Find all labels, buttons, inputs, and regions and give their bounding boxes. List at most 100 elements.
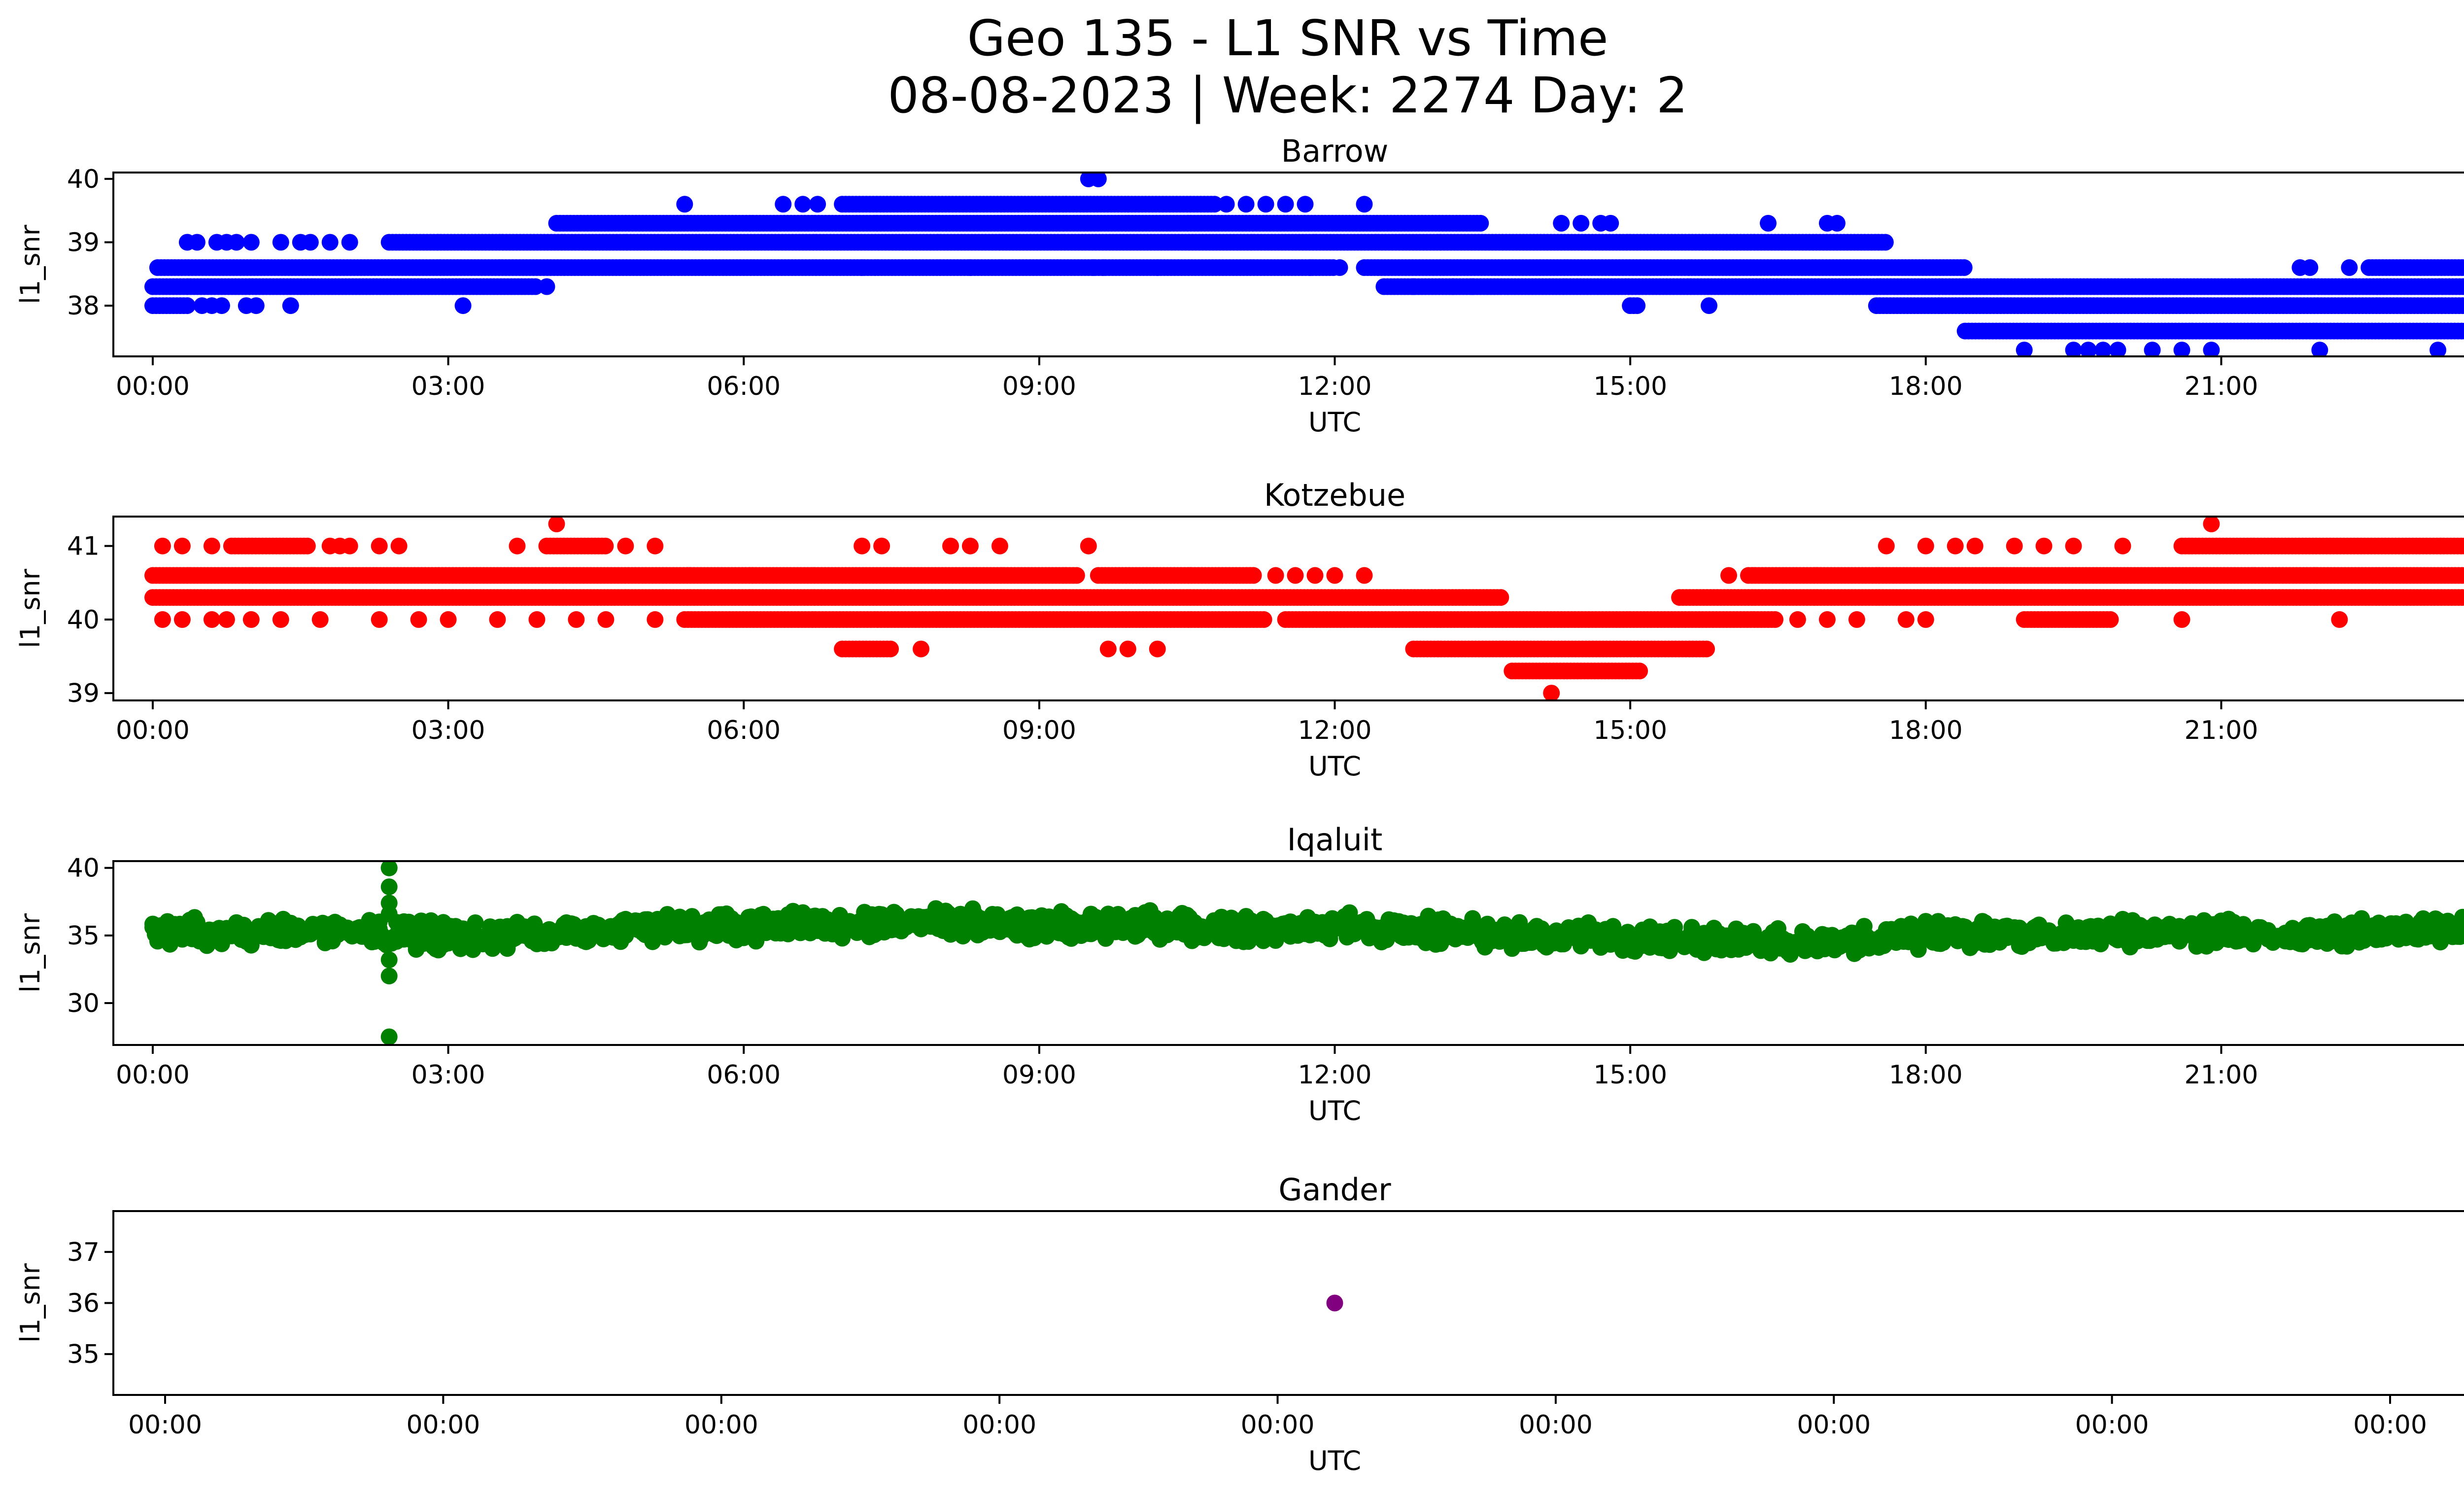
data-point	[341, 537, 358, 555]
data-point	[1245, 567, 1262, 584]
x-tick-label: 03:00	[411, 716, 485, 745]
data-point	[2016, 342, 2033, 356]
data-point	[1267, 567, 1284, 584]
data-point	[1602, 214, 1619, 232]
x-tick-label: 18:00	[1889, 716, 1963, 745]
y-tick-label: 41	[67, 532, 100, 561]
data-point	[1955, 259, 1973, 276]
figure-title-line1: Geo 135 - L1 SNR vs Time	[967, 9, 1608, 67]
x-tick-label: 15:00	[1593, 716, 1667, 745]
data-point	[467, 914, 484, 931]
y-tick-label: 39	[67, 679, 100, 708]
data-point	[509, 537, 526, 555]
data-point	[173, 611, 191, 628]
data-point	[528, 611, 546, 628]
panel-title: Iqaluit	[1287, 822, 1383, 858]
data-point	[1356, 196, 1373, 213]
plot-frame	[112, 516, 2464, 701]
data-point	[1897, 611, 1915, 628]
data-point	[1701, 297, 1717, 314]
data-point	[2144, 342, 2161, 356]
data-point	[2311, 342, 2328, 356]
data-point	[242, 611, 260, 628]
data-point	[1080, 537, 1097, 555]
data-point	[1760, 214, 1777, 232]
data-point	[1543, 685, 1560, 700]
data-point	[1149, 640, 1166, 658]
data-point	[1331, 259, 1348, 276]
data-points	[144, 517, 2464, 700]
data-point	[1698, 640, 1715, 658]
x-tick-label: 12:00	[1298, 716, 1372, 745]
data-point	[882, 640, 899, 658]
y-axis-label: l1_snr	[15, 224, 46, 304]
data-point	[617, 537, 634, 555]
y-axis-label: l1_snr	[15, 568, 46, 648]
data-point	[2203, 342, 2220, 356]
data-point	[1326, 567, 1343, 584]
data-point	[2462, 280, 2464, 293]
data-point	[647, 537, 664, 555]
data-point	[2458, 278, 2464, 295]
data-point	[538, 278, 555, 295]
data-point	[991, 537, 1008, 555]
data-point	[2035, 537, 2053, 555]
x-tick-label: 06:00	[707, 716, 781, 745]
data-point	[203, 537, 220, 555]
data-point	[1237, 196, 1255, 213]
data-point	[2461, 568, 2464, 583]
data-point	[1444, 278, 1462, 295]
data-point	[1206, 196, 1223, 213]
data-point	[597, 537, 614, 555]
data-point	[1789, 611, 1806, 628]
data-point	[1573, 214, 1590, 232]
data-point	[178, 297, 196, 314]
data-point	[390, 537, 408, 555]
data-point	[440, 611, 457, 628]
data-point	[1877, 234, 1894, 251]
data-point	[1090, 173, 1107, 187]
y-tick-label: 40	[67, 165, 100, 194]
data-point	[647, 611, 664, 628]
data-point	[1277, 196, 1294, 213]
data-point	[1099, 640, 1117, 658]
x-tick-label: 09:00	[1002, 372, 1076, 401]
data-point	[1917, 537, 1934, 555]
data-point	[873, 537, 890, 555]
data-point	[410, 611, 427, 628]
data-point	[1878, 537, 1895, 555]
x-tick-label: 00:00	[116, 716, 190, 745]
data-point	[247, 297, 265, 314]
x-tick-label: 15:00	[1593, 372, 1667, 401]
data-point	[1472, 214, 1489, 232]
data-point	[676, 196, 693, 213]
data-point	[568, 611, 585, 628]
data-point	[242, 234, 260, 251]
data-point	[2460, 538, 2464, 554]
figure-title-line2: 08-08-2023 | Week: 2274 Day: 2	[888, 67, 1687, 124]
data-points	[144, 173, 2464, 356]
data-point	[154, 611, 171, 628]
data-point	[203, 611, 220, 628]
data-point	[1306, 567, 1324, 584]
data-point	[2341, 259, 2358, 276]
panel-title: Kotzebue	[1264, 477, 1405, 513]
x-tick-label: 12:00	[1298, 372, 1372, 401]
y-tick-label: 40	[67, 605, 100, 635]
data-point	[1068, 567, 1085, 584]
data-point	[1119, 640, 1136, 658]
data-point	[371, 537, 388, 555]
data-point	[1917, 611, 1934, 628]
data-point	[2173, 342, 2190, 356]
data-point	[854, 537, 871, 555]
data-point	[272, 234, 289, 251]
data-point	[311, 611, 329, 628]
data-point	[188, 234, 205, 251]
data-point	[775, 196, 792, 213]
data-point	[1255, 611, 1272, 628]
data-point	[218, 611, 235, 628]
data-point	[1553, 214, 1570, 232]
data-point	[2331, 611, 2348, 628]
